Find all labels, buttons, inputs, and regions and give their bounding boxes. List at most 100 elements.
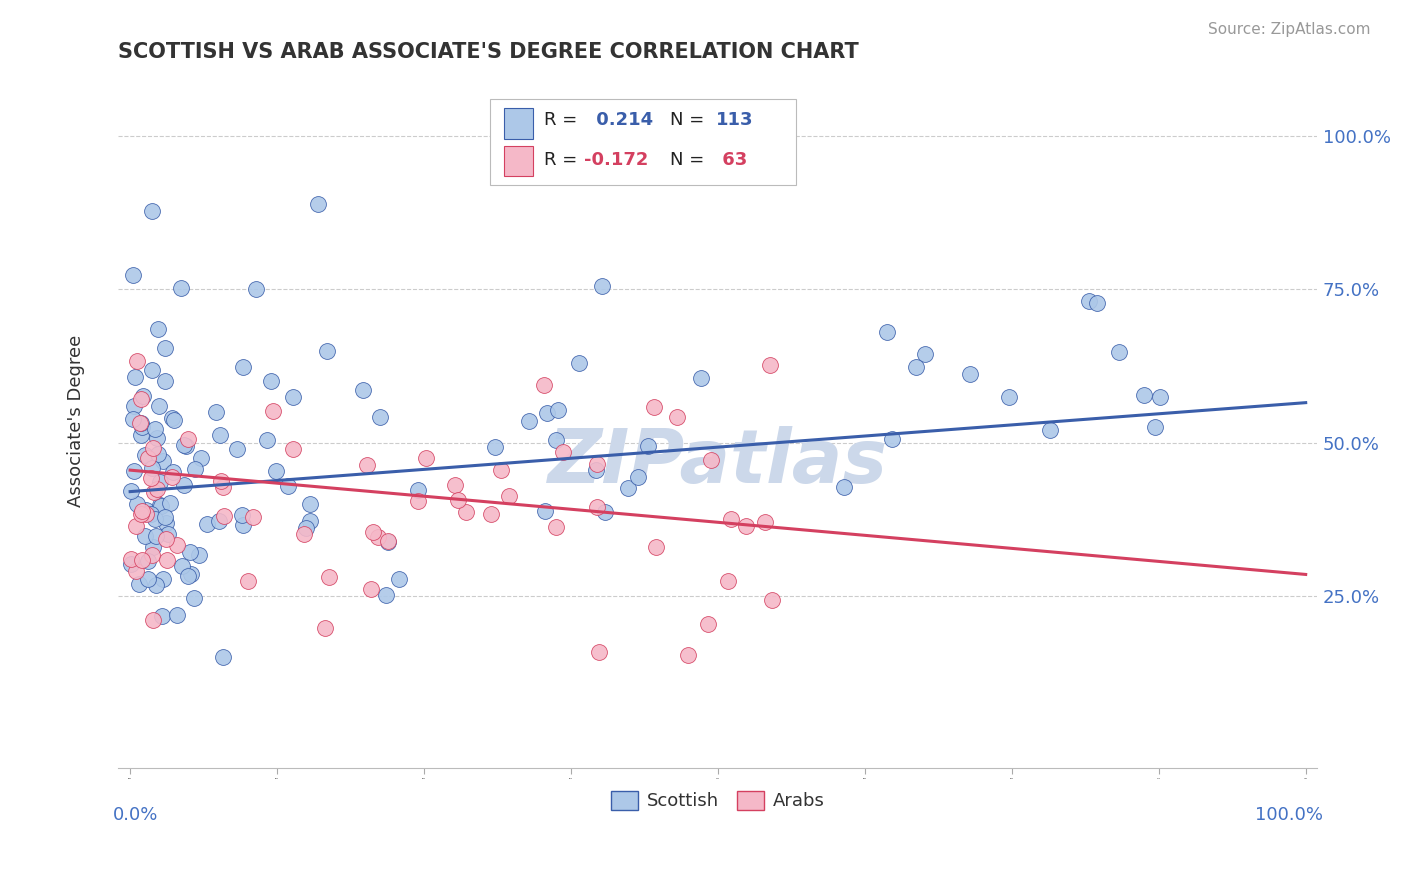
Point <box>121 412 143 426</box>
Point <box>122 268 145 282</box>
Point <box>190 451 212 466</box>
Point <box>1132 388 1154 402</box>
Point <box>148 322 170 336</box>
Point <box>361 524 384 539</box>
Point <box>211 650 233 665</box>
Text: N =: N = <box>669 112 710 129</box>
Point <box>136 554 159 568</box>
Point <box>617 482 640 496</box>
Point <box>141 461 163 475</box>
Point <box>155 553 177 567</box>
Point <box>591 278 613 293</box>
Point <box>367 530 389 544</box>
Point <box>959 367 981 381</box>
Point <box>627 470 650 484</box>
Point <box>761 593 783 607</box>
Point <box>131 507 153 521</box>
Point <box>142 441 165 455</box>
Point <box>444 478 467 492</box>
Point <box>375 588 398 602</box>
Point <box>174 439 197 453</box>
Point <box>162 465 184 479</box>
Point <box>720 512 742 526</box>
Point <box>169 281 191 295</box>
Point <box>298 514 321 528</box>
Point <box>150 609 173 624</box>
Point <box>131 504 153 518</box>
Point <box>998 390 1021 404</box>
Point <box>292 526 315 541</box>
FancyBboxPatch shape <box>491 99 796 186</box>
Point <box>152 572 174 586</box>
Point <box>876 325 898 339</box>
Point <box>498 489 520 503</box>
Point <box>188 549 211 563</box>
Point <box>1038 423 1060 437</box>
Point <box>120 484 142 499</box>
Point <box>734 518 756 533</box>
Point <box>759 358 782 372</box>
Point <box>152 454 174 468</box>
Point <box>232 360 254 375</box>
Point <box>141 548 163 562</box>
Point <box>131 428 153 442</box>
Point <box>125 564 148 578</box>
Point <box>162 411 184 425</box>
Point <box>141 471 163 485</box>
Point <box>352 383 374 397</box>
Point <box>586 457 609 471</box>
Point <box>143 422 166 436</box>
Point <box>231 508 253 523</box>
Point <box>156 527 179 541</box>
Point <box>120 551 142 566</box>
Point <box>360 582 382 597</box>
Point <box>283 390 305 404</box>
Point <box>588 645 610 659</box>
Point <box>131 420 153 434</box>
Point <box>149 500 172 514</box>
Point <box>356 458 378 473</box>
Point <box>586 500 609 515</box>
Point <box>125 519 148 533</box>
FancyBboxPatch shape <box>505 108 533 139</box>
Point <box>277 479 299 493</box>
Point <box>406 483 429 498</box>
Point <box>153 374 176 388</box>
Text: R =: R = <box>544 152 583 169</box>
FancyBboxPatch shape <box>505 145 533 177</box>
Text: 100.0%: 100.0% <box>1256 805 1323 824</box>
Point <box>914 347 936 361</box>
Point <box>314 622 336 636</box>
Point <box>368 409 391 424</box>
Point <box>484 440 506 454</box>
Point <box>1078 293 1101 308</box>
Point <box>142 540 165 554</box>
Point <box>180 566 202 581</box>
Point <box>260 374 283 388</box>
Point <box>536 406 558 420</box>
Point <box>294 520 316 534</box>
Point <box>517 414 540 428</box>
Point <box>696 617 718 632</box>
Point <box>242 510 264 524</box>
Point <box>637 439 659 453</box>
Point <box>212 508 235 523</box>
Point <box>256 434 278 448</box>
Text: 0.214: 0.214 <box>589 112 652 129</box>
Point <box>179 544 201 558</box>
Point <box>153 509 176 524</box>
Point <box>149 475 172 489</box>
Point <box>131 552 153 566</box>
Point <box>377 535 399 549</box>
Text: SCOTTISH VS ARAB ASSOCIATE'S DEGREE CORRELATION CHART: SCOTTISH VS ARAB ASSOCIATE'S DEGREE CORR… <box>118 42 859 62</box>
Point <box>446 493 468 508</box>
Point <box>139 507 162 521</box>
Point <box>406 493 429 508</box>
Point <box>585 463 607 477</box>
Point <box>479 508 502 522</box>
Point <box>266 464 288 478</box>
Point <box>141 203 163 218</box>
Point <box>454 505 477 519</box>
Point <box>238 574 260 589</box>
Point <box>155 516 177 530</box>
